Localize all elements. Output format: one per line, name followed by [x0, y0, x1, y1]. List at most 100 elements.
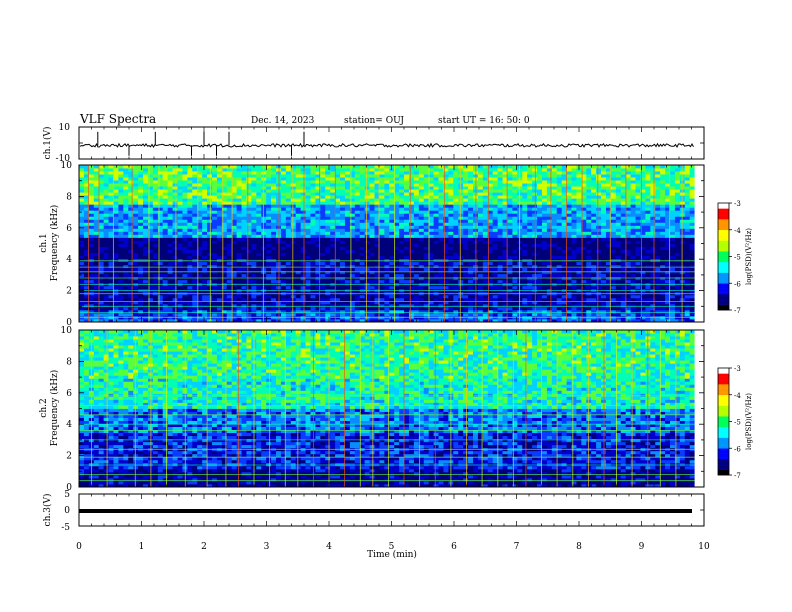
spectrogram-cell: [546, 204, 553, 208]
spectrogram-cell: [477, 261, 484, 266]
spectrogram-cell: [428, 312, 435, 317]
spectrogram-cell: [246, 228, 252, 232]
spectrogram-cell: [315, 300, 321, 305]
spectrogram-cell: [335, 225, 341, 229]
spectrogram-cell: [453, 234, 459, 238]
spectrogram-cell: [251, 207, 257, 211]
spectrogram-cell: [571, 252, 577, 256]
spectrogram-cell: [320, 297, 326, 302]
spectrogram-cell: [586, 261, 592, 266]
spectrogram-cell: [418, 234, 425, 238]
spectrogram-cell: [468, 297, 474, 302]
spectrogram-cell: [182, 318, 188, 323]
spectrogram-cell: [143, 240, 149, 244]
spectrogram-cell: [596, 285, 602, 290]
spectrogram-cell: [404, 222, 410, 226]
spectrogram-cell: [438, 201, 444, 205]
spectrogram-cell: [413, 306, 420, 311]
spectrogram-cell: [211, 300, 218, 305]
spectrogram-cell: [640, 237, 646, 241]
spectrogram-cell: [162, 207, 169, 211]
spectrogram-cell: [497, 306, 503, 311]
spectrogram-cell: [251, 246, 257, 250]
spectrogram-cell: [221, 255, 228, 259]
spectrogram-cell: [251, 300, 257, 305]
spectrogram-cell: [610, 204, 617, 208]
spectrogram-cell: [246, 216, 252, 220]
spectrogram-cell: [423, 234, 430, 238]
spectrogram-cell: [241, 234, 247, 238]
spectrogram-cell: [581, 261, 587, 266]
spectrogram-cell: [241, 267, 247, 272]
spectrogram-cell: [482, 273, 489, 278]
spectrogram-cell: [458, 213, 464, 217]
spectrogram-cell: [413, 204, 420, 208]
spectrogram-cell: [379, 297, 385, 302]
spectrogram-cell: [482, 261, 489, 266]
spectrogram-cell: [138, 249, 144, 253]
spectrogram-cell: [162, 219, 169, 223]
spectrogram-cell: [364, 279, 370, 284]
spectrogram-cell: [152, 216, 159, 220]
spectrogram-cell: [512, 240, 518, 244]
spectrogram-cell: [433, 219, 439, 223]
spectrogram-cell: [384, 216, 390, 220]
spectrogram-cell: [123, 255, 129, 259]
spectrogram-cell: [645, 279, 651, 284]
spectrogram-cell: [458, 234, 464, 238]
spectrogram-cell: [246, 210, 252, 214]
spectrogram-cell: [665, 207, 671, 211]
spectrogram-cell: [271, 294, 277, 299]
spectrogram-cell: [93, 246, 100, 250]
spectrogram-cell: [541, 204, 548, 208]
spectrogram-cell: [571, 300, 577, 305]
spectrogram-cell: [202, 267, 208, 272]
spectrogram-cell: [610, 207, 617, 211]
spectrogram-cell: [458, 303, 464, 308]
spectrogram-cell: [177, 264, 183, 269]
spectrogram-cell: [413, 210, 420, 214]
spectrogram-cell: [630, 207, 636, 211]
spectrogram-cell: [216, 207, 223, 211]
spectrogram-cell: [601, 285, 607, 290]
spectrogram-cell: [167, 243, 173, 247]
spectrogram-cell: [374, 237, 380, 241]
spectrogram-cell: [300, 201, 306, 205]
spectrogram-cell: [280, 255, 287, 259]
spectrogram-cell: [207, 261, 213, 266]
spectrogram-cell: [477, 201, 484, 205]
spectrogram-cell: [492, 204, 499, 208]
spectrogram-cell: [364, 306, 370, 311]
spectrogram-cell: [374, 201, 380, 205]
spectrogram-cell: [290, 258, 297, 263]
spectrogram-cell: [271, 213, 277, 217]
spectrogram-cell: [246, 249, 252, 253]
spectrogram-cell: [305, 204, 311, 208]
spectrogram-cell: [315, 234, 321, 238]
spectrogram-cell: [527, 213, 533, 217]
spectrogram-cell: [640, 219, 646, 223]
spectrogram-cell: [670, 294, 676, 299]
spectrogram-cell: [271, 252, 277, 256]
spectrogram-cell: [344, 261, 351, 266]
spectrogram-cell: [438, 225, 444, 229]
spectrogram-cell: [143, 276, 149, 281]
spectrogram-cell: [197, 207, 203, 211]
spectrogram-cell: [123, 297, 129, 302]
spectrogram-cell: [285, 222, 292, 226]
spectrogram-cell: [364, 300, 370, 305]
spectrogram-cell: [320, 207, 326, 211]
spectrogram-cell: [226, 279, 233, 284]
spectrogram-cell: [157, 300, 164, 305]
spectrogram-cell: [625, 240, 631, 244]
spectrogram-cell: [261, 279, 267, 284]
spectrogram-cell: [625, 264, 631, 269]
spectrogram-cell: [655, 240, 661, 244]
spectrogram-cell: [601, 270, 607, 275]
spectrogram-cell: [399, 318, 405, 323]
spectrogram-cell: [453, 222, 459, 226]
spectrogram-cell: [379, 228, 385, 232]
spectrogram-cell: [246, 318, 252, 323]
spectrogram-cell: [492, 243, 499, 247]
spectrogram-cell: [404, 279, 410, 284]
